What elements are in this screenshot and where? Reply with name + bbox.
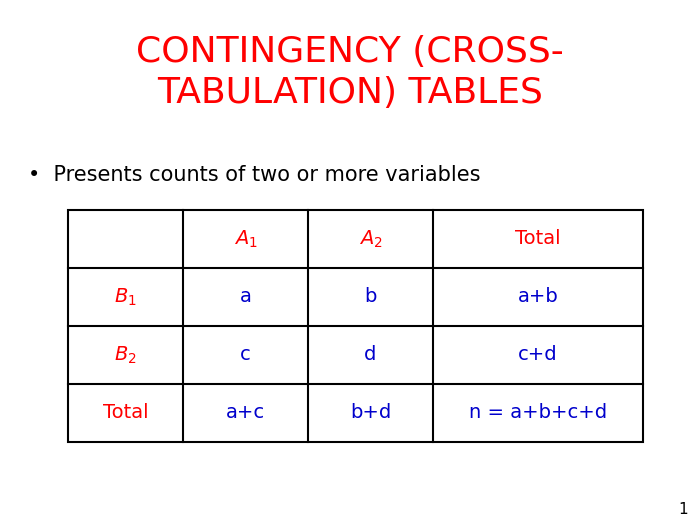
Bar [68,210,643,442]
Text: 1: 1 [678,502,688,517]
Text: CONTINGENCY (CROSS-
TABULATION) TABLES: CONTINGENCY (CROSS- TABULATION) TABLES [136,35,564,110]
Text: c+d: c+d [518,345,558,364]
Text: $B_2$: $B_2$ [114,344,136,365]
Text: Total: Total [103,404,148,423]
Text: $B_1$: $B_1$ [114,286,137,308]
Text: b: b [364,288,377,307]
Text: $A_2$: $A_2$ [358,228,382,250]
Text: d: d [364,345,377,364]
Text: a+c: a+c [226,404,265,423]
Text: a+b: a+b [517,288,559,307]
Text: •  Presents counts of two or more variables: • Presents counts of two or more variabl… [28,165,480,185]
Text: Total: Total [515,229,561,248]
Text: n = a+b+c+d: n = a+b+c+d [469,404,607,423]
Text: c: c [240,345,251,364]
Text: a: a [239,288,251,307]
Text: b+d: b+d [350,404,391,423]
Text: $A_1$: $A_1$ [234,228,258,250]
